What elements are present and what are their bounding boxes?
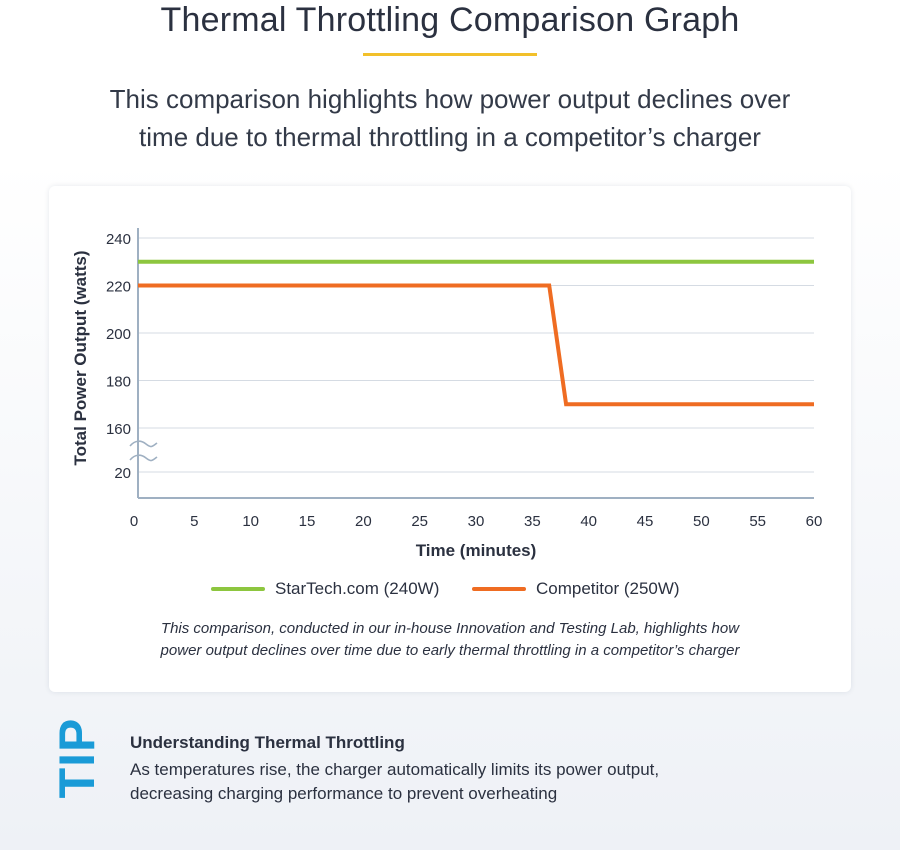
tip-body-line: As temperatures rise, the charger automa…: [130, 760, 660, 779]
x-tick-label: 30: [468, 513, 485, 530]
y-tick-label: 160: [106, 421, 131, 438]
subtitle-line: This comparison highlights how power out…: [109, 84, 791, 114]
y-tick-label: 240: [106, 231, 131, 248]
y-tick-label: 20: [114, 465, 131, 482]
footnote-line: This comparison, conducted in our in-hou…: [160, 620, 740, 637]
y-tick-label: 200: [106, 326, 131, 343]
page-title: Thermal Throttling Comparison Graph: [160, 1, 740, 39]
tip-body: As temperatures rise, the charger automa…: [130, 758, 830, 806]
series-line-competitor: [138, 283, 814, 407]
x-tick-label: 55: [749, 513, 766, 530]
legend-item-competitor: Competitor (250W): [472, 577, 680, 601]
y-axis-title: Total Power Output (watts): [71, 250, 90, 465]
x-tick-label: 50: [693, 513, 710, 530]
page-subtitle: This comparison highlights how power out…: [80, 80, 820, 156]
x-tick-label: 35: [524, 513, 541, 530]
subtitle-line: time due to thermal throttling in a comp…: [139, 122, 761, 152]
tip-body-line: decreasing charging performance to preve…: [130, 784, 558, 803]
footnote-line: power output declines over time due to e…: [160, 642, 740, 659]
tip-heading: Understanding Thermal Throttling: [130, 733, 405, 752]
tip-badge-text: TIP: [49, 718, 102, 799]
axis-break-mark: [129, 454, 158, 462]
chart-card: [49, 186, 851, 692]
chart-legend: StarTech.com (240W) Competitor (250W): [0, 577, 900, 601]
axis-break-mark: [129, 440, 158, 448]
legend-swatch-competitor: [472, 587, 526, 591]
title-underline: [363, 53, 537, 56]
x-tick-label: 10: [242, 513, 259, 530]
legend-swatch-startech: [211, 587, 265, 591]
x-axis-title: Time (minutes): [416, 541, 537, 560]
legend-item-startech: StarTech.com (240W): [211, 577, 439, 601]
legend-label-competitor: Competitor (250W): [536, 579, 680, 598]
y-tick-label: 220: [106, 279, 131, 296]
power-output-chart: 20 160 180 200 220 240 0 5 10 15 20 25 30 35 40 45 50 55 6…: [71, 228, 823, 560]
x-tick-label: 0: [130, 513, 138, 530]
x-tick-label: 5: [190, 513, 198, 530]
x-tick-label: 45: [637, 513, 654, 530]
legend-label-startech: StarTech.com (240W): [275, 579, 440, 598]
x-tick-label: 40: [580, 513, 597, 530]
x-tick-label: 20: [355, 513, 372, 530]
tip-badge: TIP: [48, 712, 102, 804]
x-tick-label: 60: [806, 513, 823, 530]
chart-footnote: This comparison, conducted in our in-hou…: [110, 618, 790, 662]
x-tick-label: 15: [299, 513, 316, 530]
y-tick-label: 180: [106, 374, 131, 391]
x-tick-label: 25: [411, 513, 428, 530]
